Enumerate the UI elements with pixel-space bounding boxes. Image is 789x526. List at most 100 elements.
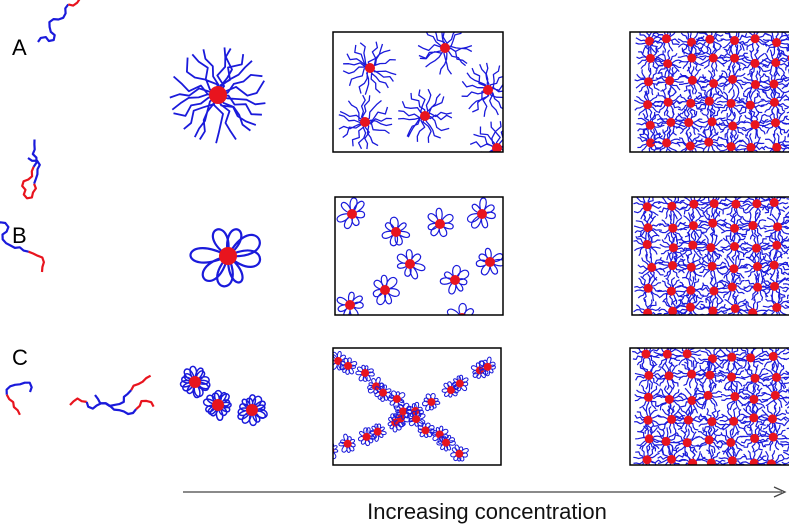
micelle-core	[770, 261, 779, 270]
axis-label: Increasing concentration	[367, 499, 607, 524]
micelle-core	[751, 34, 760, 43]
panel	[7, 366, 267, 425]
micelle-core	[421, 426, 429, 434]
micelle-core	[727, 99, 736, 108]
micelle-core	[705, 435, 714, 444]
panel	[630, 25, 789, 162]
micelle-core	[709, 79, 718, 88]
micelle-core	[751, 80, 760, 89]
micelle-core	[212, 399, 224, 411]
micelle-core	[664, 371, 673, 380]
micelle-core	[380, 285, 390, 295]
micelle-core	[667, 287, 676, 296]
micelle-core	[772, 303, 781, 312]
micelle-core	[456, 380, 464, 388]
micelle-core	[644, 371, 653, 380]
micelle-core	[729, 417, 738, 426]
micelle-core	[667, 455, 676, 464]
micelle-core	[641, 349, 650, 358]
micelle-core	[748, 221, 757, 230]
micelle-core	[753, 283, 762, 292]
micelle-core	[708, 307, 717, 316]
micelle-core	[646, 54, 655, 63]
micelle-core	[374, 428, 382, 436]
panel	[632, 189, 789, 327]
micelle-core	[189, 376, 201, 388]
box-frame	[333, 348, 501, 465]
micelle-core	[768, 414, 777, 423]
micelle-core	[209, 86, 227, 104]
micelle-core	[707, 458, 716, 467]
micelle-core	[485, 257, 495, 267]
micelle-core	[773, 222, 782, 231]
micelle-core	[686, 142, 695, 151]
micelle-core	[644, 223, 653, 232]
panel	[339, 21, 524, 174]
micelle-core	[643, 455, 652, 464]
micelle-core	[219, 247, 237, 265]
micelle-core	[645, 37, 654, 46]
polymer-chain	[136, 401, 154, 409]
micelle-core	[771, 58, 780, 67]
micelle-core	[663, 59, 672, 68]
micelle-core	[643, 100, 652, 109]
micelle-core	[643, 308, 652, 317]
micelle-core	[662, 138, 671, 147]
micelle-core	[750, 59, 759, 68]
figure: A B C Increasing concentration	[0, 0, 789, 526]
panel	[22, 0, 265, 198]
micelle-core	[708, 117, 717, 126]
micelle-core	[246, 404, 258, 416]
micelle-core	[484, 363, 492, 371]
polymer-chain	[87, 402, 136, 414]
micelle-core	[727, 142, 736, 151]
micelle-core	[727, 373, 736, 382]
micelle-core	[729, 264, 738, 273]
micelle-core	[704, 391, 713, 400]
micelle-core	[360, 117, 370, 127]
row-label: C	[12, 345, 28, 370]
micelle-core	[666, 118, 675, 127]
micelle-core	[668, 224, 677, 233]
micelle-core	[668, 261, 677, 270]
micelle-core	[769, 352, 778, 361]
micelle-core	[707, 417, 716, 426]
micelle-core	[684, 118, 693, 127]
polymer-chain	[70, 399, 87, 406]
micelle-core	[644, 77, 653, 86]
micelle-core	[483, 85, 493, 95]
micelle-core	[668, 307, 677, 316]
micelle-core	[769, 80, 778, 89]
micelle-core	[688, 241, 697, 250]
micelle-core	[751, 374, 760, 383]
micelle-core	[709, 54, 718, 63]
micelle-core	[688, 76, 697, 85]
micelle-core	[772, 241, 781, 250]
micelle-core	[687, 54, 696, 63]
micelle-core	[704, 138, 713, 147]
micelle-core	[752, 199, 761, 208]
micelle-core	[647, 263, 656, 272]
polymer-chain	[33, 140, 37, 167]
micelle-core	[749, 395, 758, 404]
row-label: B	[12, 223, 27, 248]
micelle-core	[751, 120, 760, 129]
micelle-core	[771, 118, 780, 127]
micelle-core	[477, 209, 487, 219]
polymer-chain	[7, 395, 20, 415]
micelle-core	[772, 373, 781, 382]
micelle-core	[728, 282, 737, 291]
micelle-core	[667, 202, 676, 211]
micelle-core	[405, 259, 415, 269]
micelle-core	[730, 242, 739, 251]
micelle-core	[686, 286, 695, 295]
micelle-core	[662, 34, 671, 43]
micelle-core	[643, 240, 652, 249]
micelle-core	[391, 227, 401, 237]
micelle-core	[727, 353, 736, 362]
micelle-core	[710, 199, 719, 208]
micelle-core	[455, 450, 463, 458]
polymer-chain	[7, 383, 32, 395]
micelle-core	[731, 200, 740, 209]
micelle-core	[728, 75, 737, 84]
